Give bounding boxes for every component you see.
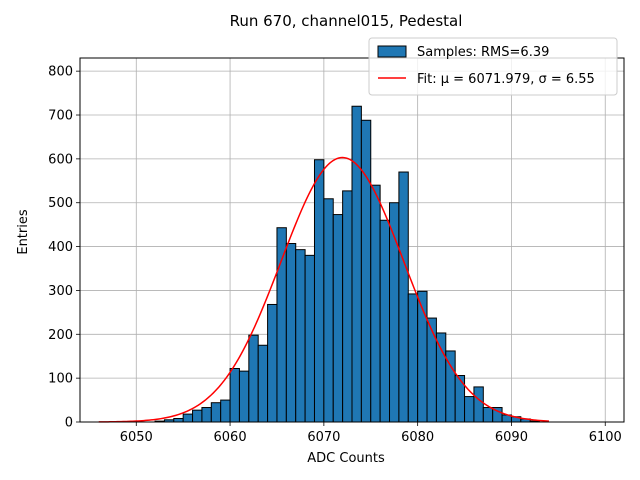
histogram-bar	[229, 367, 240, 423]
histogram-bar	[182, 413, 194, 423]
y-tick-label: 200	[48, 328, 73, 343]
histogram-bar	[295, 249, 306, 423]
histogram-bar	[360, 119, 372, 423]
histogram-bar	[398, 171, 409, 423]
histogram-bar	[201, 407, 212, 423]
fit-curve	[98, 156, 550, 423]
histogram-bar	[435, 332, 447, 423]
legend-histogram-swatch	[377, 45, 407, 58]
histogram-bar	[351, 105, 362, 423]
y-tick-label: 700	[48, 109, 73, 124]
histogram-bar	[192, 409, 203, 423]
x-tick-label: 6100	[589, 430, 622, 445]
y-tick-label: 600	[48, 152, 73, 167]
y-tick-label: 0	[65, 416, 73, 431]
histogram-bar	[426, 317, 437, 423]
histogram-bar	[379, 219, 391, 423]
y-axis-title: Entries	[16, 209, 31, 255]
histogram-bar	[304, 254, 315, 423]
histogram-bar	[342, 190, 353, 423]
histogram-bar	[473, 386, 484, 423]
legend-histogram-label: Samples: RMS=6.39	[417, 45, 549, 60]
histogram-bar	[464, 396, 475, 423]
y-tick-label: 300	[48, 284, 73, 299]
x-axis-title: ADC Counts	[307, 451, 385, 466]
x-tick-label: 6080	[401, 430, 434, 445]
x-axis-ticks: 6050 6060 6070 6080 6090 6100	[120, 422, 622, 445]
histogram-bar	[210, 402, 222, 423]
histogram-bar	[267, 303, 278, 423]
histogram-bars	[154, 105, 541, 423]
chart-title: Run 670, channel015, Pedestal	[230, 12, 463, 30]
y-tick-label: 800	[48, 65, 73, 80]
y-tick-label: 400	[48, 240, 73, 255]
histogram-bar	[220, 399, 231, 423]
x-tick-label: 6070	[307, 430, 340, 445]
histogram-bar	[257, 344, 269, 423]
histogram-bar	[482, 407, 494, 423]
histogram-bar	[285, 243, 297, 423]
x-tick-label: 6050	[120, 430, 153, 445]
histogram-bar	[417, 290, 428, 423]
histogram-bar	[313, 159, 325, 423]
y-tick-label: 100	[48, 372, 73, 387]
x-tick-label: 6060	[214, 430, 247, 445]
histogram-bar	[332, 214, 344, 423]
histogram-bar	[370, 184, 381, 423]
histogram-bar	[248, 334, 259, 423]
y-axis-ticks: 0 100 200 300 400 500 600 700 800	[48, 65, 80, 431]
histogram-bar	[173, 417, 184, 423]
plot-frame	[79, 57, 625, 423]
legend-box	[368, 37, 618, 96]
histogram-bar	[323, 198, 334, 423]
x-tick-label: 6090	[495, 430, 528, 445]
y-tick-label: 500	[48, 196, 73, 211]
histogram-bar	[238, 370, 250, 423]
legend-fit-label: Fit: μ = 6071.979, σ = 6.55	[417, 72, 595, 87]
histogram-bar	[407, 293, 419, 423]
legend: Samples: RMS=6.39 Fit: μ = 6071.979, σ =…	[368, 37, 618, 96]
histogram-bar	[276, 227, 287, 423]
